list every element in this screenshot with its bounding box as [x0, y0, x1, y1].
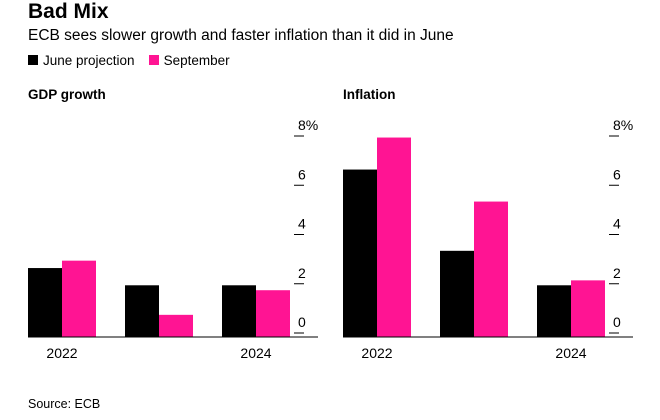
source-note: Source: ECB [28, 397, 101, 411]
panel-title-inflation: Inflation [343, 87, 396, 102]
chart-title: Bad Mix [28, 0, 109, 23]
gdp-y-tick-label-0: 0 [298, 314, 306, 330]
legend-item-june: June projection [28, 53, 135, 68]
legend: June projection September [28, 51, 244, 69]
legend-swatch-september [148, 55, 159, 65]
inflation-y-tick-label-4: 8% [613, 117, 633, 133]
inflation-y-tick-label-0: 0 [613, 314, 621, 330]
gdp-y-tick-label-1: 2 [298, 265, 306, 281]
panel-title-gdp: GDP growth [28, 87, 106, 102]
inflation-bar-2022-june [343, 169, 377, 337]
legend-swatch-june [28, 55, 38, 65]
gdp-x-tick-label-2: 2024 [240, 345, 271, 361]
gdp-bar-2024-september [256, 290, 290, 337]
inflation-bar-2024-june [537, 285, 571, 337]
inflation-x-tick-label-0: 2022 [361, 345, 392, 361]
inflation-bar-2023-september [474, 201, 508, 337]
inflation-y-tick-label-2: 4 [613, 216, 621, 232]
inflation-bar-2023-june [440, 250, 474, 337]
gdp-y-tick-label-4: 8% [298, 117, 318, 133]
legend-label-june: June projection [43, 52, 135, 68]
inflation-x-tick-label-2: 2024 [555, 345, 586, 361]
gdp-bar-2023-september [159, 314, 193, 337]
chart-subtitle: ECB sees slower growth and faster inflat… [28, 27, 454, 44]
gdp-bar-2024-june [222, 285, 256, 337]
gdp-y-tick-label-3: 6 [298, 166, 306, 182]
inflation-y-tick-label-1: 2 [613, 265, 621, 281]
gdp-bar-2023-june [125, 285, 159, 337]
inflation-y-tick-label-3: 6 [613, 166, 621, 182]
inflation-bar-2022-september [377, 137, 411, 337]
legend-label-september: September [163, 52, 230, 68]
gdp-bar-2022-september [62, 260, 96, 337]
gdp-y-tick-label-2: 4 [298, 216, 306, 232]
legend-item-september: September [148, 52, 230, 68]
inflation-bar-2024-september [571, 280, 605, 337]
gdp-bar-2022-june [28, 268, 62, 337]
gdp-x-tick-label-0: 2022 [46, 345, 77, 361]
